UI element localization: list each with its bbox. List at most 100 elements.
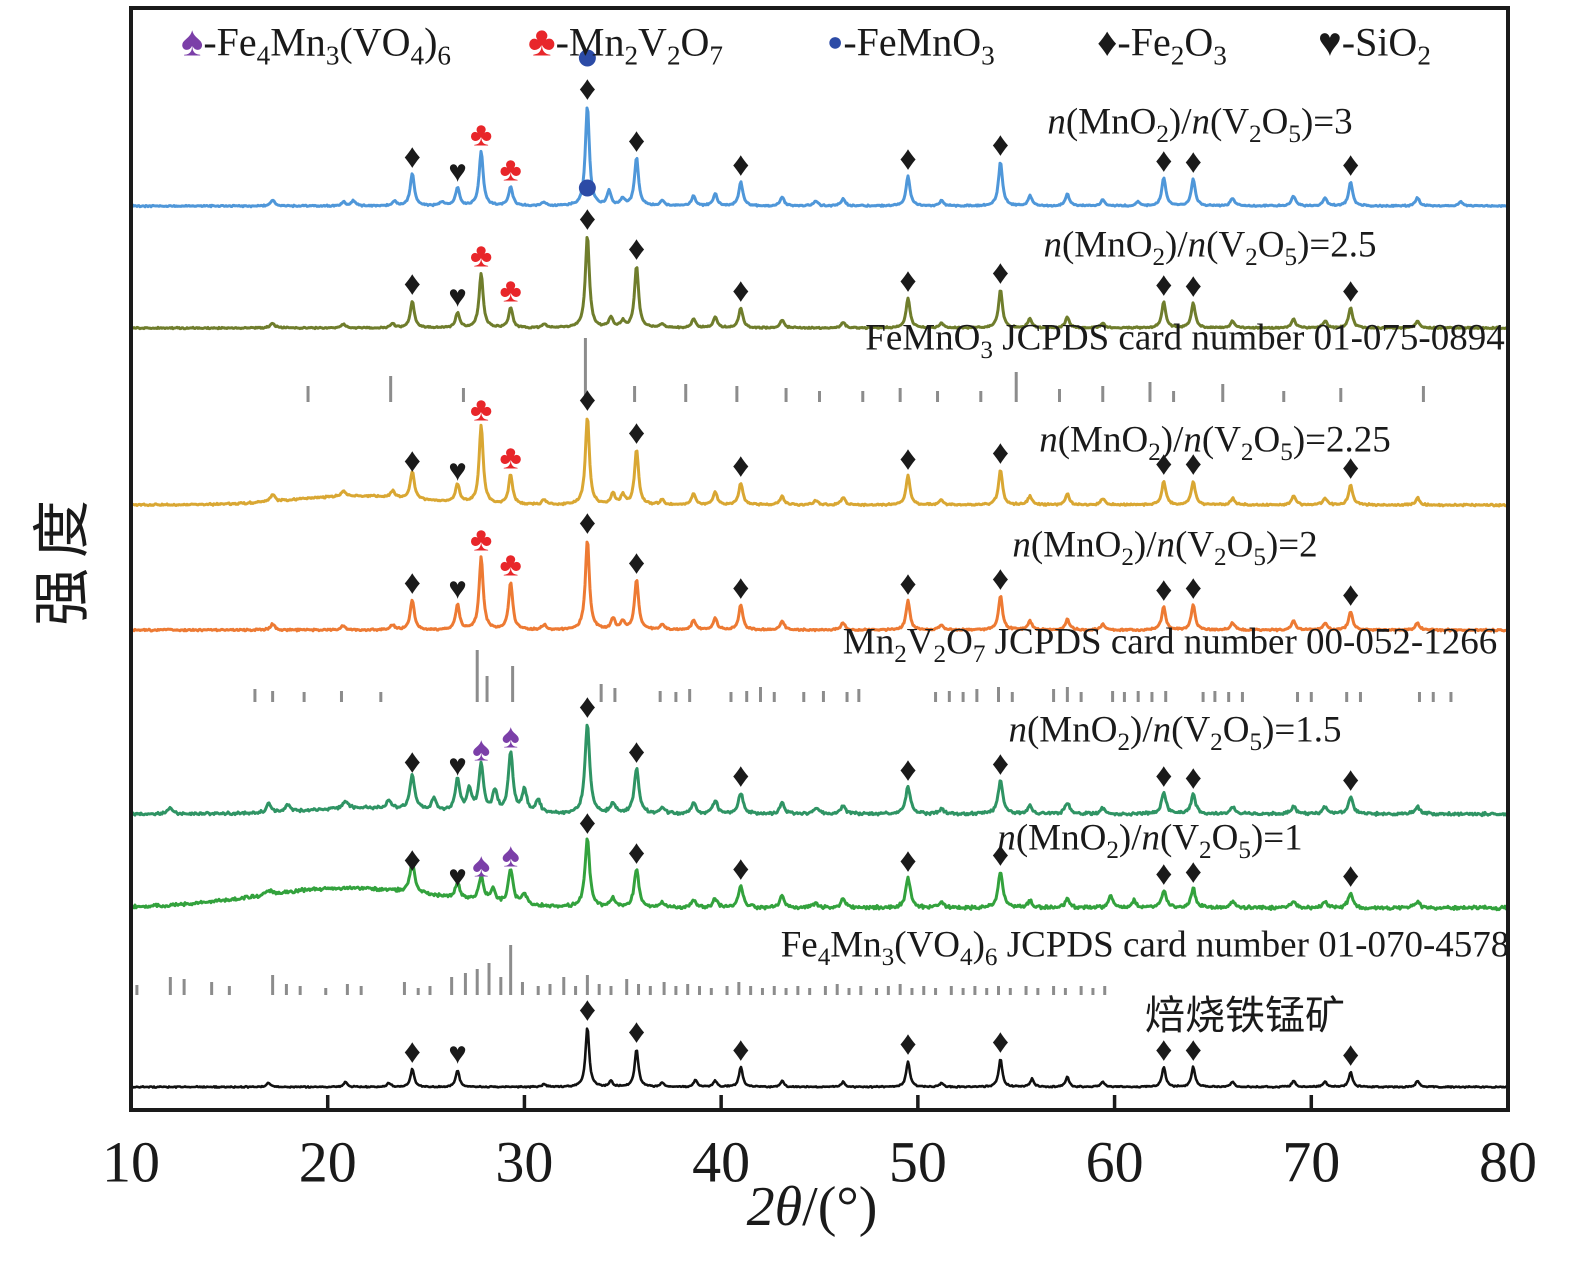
fe2o3-diamond-marker: ♦ [732,273,749,310]
xrd-curve-ratio-2.25 [129,417,1510,508]
xrd-curve-ratio-3 [129,106,1510,209]
fe4mn3vo46-spade-marker: ♠ [502,719,520,756]
x-axis-label-theta: 2θ [746,1176,803,1238]
mn2v2o7-club-marker: ♣ [500,273,522,310]
fe2o3-diamond-marker: ♦ [1342,450,1359,487]
jcpds-tick-row-mn2v2o7-card [253,650,1453,702]
fe2o3-diamond-marker: ♦ [899,263,916,300]
fe2o3-diamond-marker: ♦ [1342,762,1359,799]
fe4mn3vo46-spade-marker: ♠ [472,848,490,885]
fe2o3-diamond-marker: ♦ [1185,570,1202,607]
femno3-circle-marker [578,49,596,67]
fe2o3-diamond-marker: ♦ [628,1014,645,1051]
fe2o3-diamond-marker: ♦ [992,1024,1009,1061]
femno3-circle-marker [578,179,596,197]
fe2o3-diamond-marker: ♦ [579,382,596,419]
plot-frame [129,6,1510,1112]
fe2o3-diamond-marker: ♦ [1155,1032,1172,1069]
fe4mn3vo46-spade-marker: ♠ [472,732,490,769]
fe2o3-diamond-marker: ♦ [628,545,645,582]
jcpds-tick-row-femno3-card [306,338,1425,402]
fe2o3-diamond-marker: ♦ [1342,1037,1359,1074]
fe2o3-diamond-marker: ♦ [579,201,596,238]
fe2o3-diamond-marker: ♦ [1155,267,1172,304]
fe2o3-diamond-marker: ♦ [899,843,916,880]
fe2o3-diamond-marker: ♦ [404,842,421,879]
fe2o3-diamond-marker: ♦ [1185,446,1202,483]
fe2o3-diamond-marker: ♦ [628,734,645,771]
xrd-curve-ratio-1 [129,837,1510,912]
fe2o3-diamond-marker: ♦ [899,566,916,603]
fe2o3-diamond-marker: ♦ [1342,577,1359,614]
mn2v2o7-club-marker: ♣ [470,392,492,429]
fe2o3-diamond-marker: ♦ [628,415,645,452]
fe2o3-diamond-marker: ♦ [1342,858,1359,895]
fe2o3-diamond-marker: ♦ [732,1032,749,1069]
sio2-heart-marker: ♥ [448,453,466,488]
sio2-heart-marker: ♥ [448,571,466,606]
mn2v2o7-club-marker: ♣ [500,547,522,584]
fe2o3-diamond-marker: ♦ [992,561,1009,598]
fe2o3-diamond-marker: ♦ [899,441,916,478]
mn2v2o7-club-marker: ♣ [470,522,492,559]
fe2o3-diamond-marker: ♦ [992,435,1009,472]
fe2o3-diamond-marker: ♦ [579,505,596,542]
fe2o3-diamond-marker: ♦ [404,565,421,602]
mn2v2o7-club-marker: ♣ [500,440,522,477]
fe2o3-diamond-marker: ♦ [404,139,421,176]
sio2-heart-marker: ♥ [448,1036,466,1071]
xrd-curve-ratio-2.5 [129,236,1510,331]
fe2o3-diamond-marker: ♦ [732,448,749,485]
fe2o3-diamond-marker: ♦ [899,1026,916,1063]
fe2o3-diamond-marker: ♦ [628,231,645,268]
fe2o3-diamond-marker: ♦ [579,805,596,842]
sio2-heart-marker: ♥ [448,279,466,314]
y-axis-label: 强度 [30,489,95,627]
jcpds-tick-row-fe4mn3vo46-card [135,945,1107,995]
fe2o3-diamond-marker: ♦ [992,127,1009,164]
mn2v2o7-club-marker: ♣ [470,238,492,275]
fe2o3-diamond-marker: ♦ [1185,760,1202,797]
mn2v2o7-club-marker: ♣ [500,152,522,189]
fe2o3-diamond-marker: ♦ [579,689,596,726]
fe2o3-diamond-marker: ♦ [1155,856,1172,893]
fe2o3-diamond-marker: ♦ [404,744,421,781]
fe2o3-diamond-marker: ♦ [628,835,645,872]
fe2o3-diamond-marker: ♦ [1185,854,1202,891]
fe2o3-diamond-marker: ♦ [579,71,596,108]
fe2o3-diamond-marker: ♦ [732,758,749,795]
fe4mn3vo46-spade-marker: ♠ [502,838,520,875]
fe2o3-diamond-marker: ♦ [579,992,596,1029]
mn2v2o7-club-marker: ♣ [470,117,492,154]
x-axis-label-unit: /(°) [802,1176,878,1238]
fe2o3-diamond-marker: ♦ [1185,268,1202,305]
sio2-heart-marker: ♥ [448,859,466,894]
fe2o3-diamond-marker: ♦ [404,443,421,480]
fe2o3-diamond-marker: ♦ [1155,758,1172,795]
xrd-curve-ratio-2 [129,540,1510,633]
fe2o3-diamond-marker: ♦ [732,851,749,888]
xrd-curve-ratio-1.5 [129,723,1510,818]
fe2o3-diamond-marker: ♦ [404,1034,421,1071]
fe2o3-diamond-marker: ♦ [992,746,1009,783]
fe2o3-diamond-marker: ♦ [1342,273,1359,310]
sio2-heart-marker: ♥ [448,748,466,783]
fe2o3-diamond-marker: ♦ [1342,147,1359,184]
fe2o3-diamond-marker: ♦ [732,147,749,184]
fe2o3-diamond-marker: ♦ [992,837,1009,874]
fe2o3-diamond-marker: ♦ [1155,143,1172,180]
fe2o3-diamond-marker: ♦ [1185,1032,1202,1069]
fe2o3-diamond-marker: ♦ [732,570,749,607]
fe2o3-diamond-marker: ♦ [628,123,645,160]
fe2o3-diamond-marker: ♦ [1155,572,1172,609]
fe2o3-diamond-marker: ♦ [992,255,1009,292]
x-axis-label: 2θ/(°) [747,1175,878,1239]
fe2o3-diamond-marker: ♦ [1155,446,1172,483]
sio2-heart-marker: ♥ [448,154,466,189]
fe2o3-diamond-marker: ♦ [1185,144,1202,181]
xrd-curve-roasted-ore [129,1027,1510,1089]
fe2o3-diamond-marker: ♦ [899,752,916,789]
fe2o3-diamond-marker: ♦ [899,141,916,178]
